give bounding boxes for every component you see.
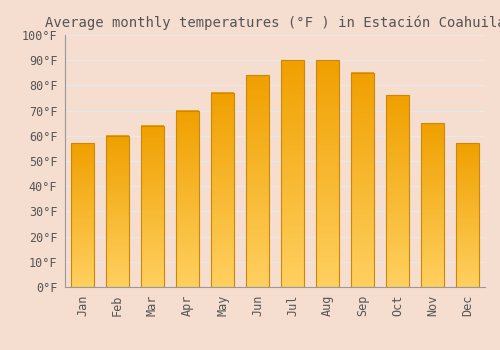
Title: Average monthly temperatures (°F ) in Estación Coahuila: Average monthly temperatures (°F ) in Es… — [44, 15, 500, 30]
Bar — [351, 73, 374, 287]
Bar — [421, 123, 444, 287]
Bar — [106, 136, 129, 287]
Bar — [246, 75, 269, 287]
Bar — [456, 144, 479, 287]
Bar — [281, 60, 304, 287]
Bar — [386, 96, 409, 287]
Bar — [141, 126, 164, 287]
Bar — [71, 144, 94, 287]
Bar — [316, 60, 339, 287]
Bar — [176, 111, 199, 287]
Bar — [211, 93, 234, 287]
